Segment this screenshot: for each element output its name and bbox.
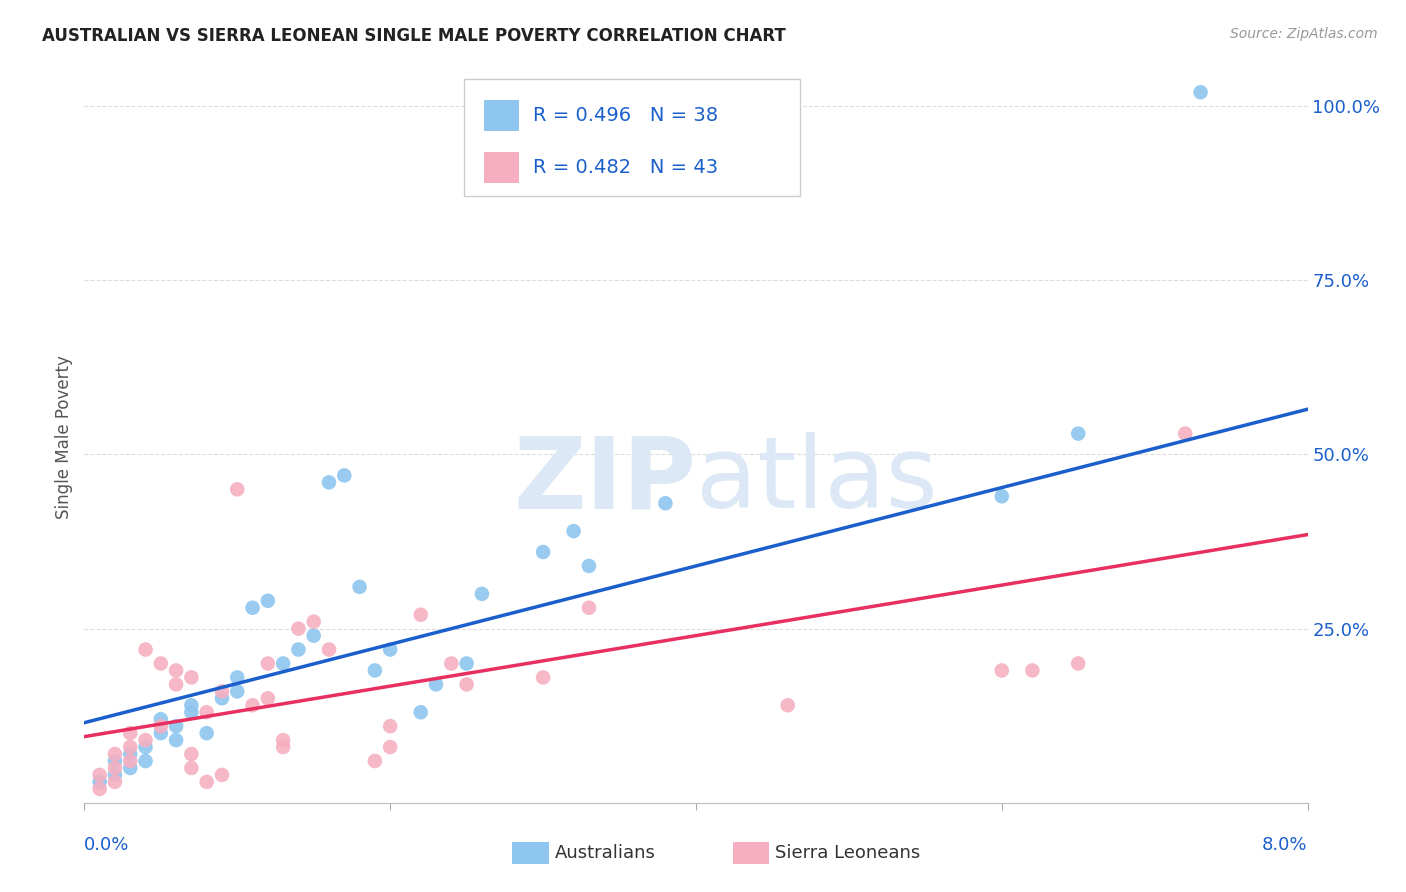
Point: [318, 475, 340, 490]
Point: [409, 705, 432, 719]
Text: Australians: Australians: [555, 844, 657, 862]
Point: [271, 740, 294, 755]
Y-axis label: Single Male Poverty: Single Male Poverty: [55, 355, 73, 519]
Point: [135, 642, 157, 657]
Point: [226, 670, 249, 684]
FancyBboxPatch shape: [484, 152, 519, 183]
Point: [104, 747, 127, 761]
Point: [195, 775, 218, 789]
Point: [456, 677, 478, 691]
Point: [104, 775, 127, 789]
Point: [1021, 664, 1043, 678]
Text: atlas: atlas: [696, 433, 938, 530]
FancyBboxPatch shape: [484, 100, 519, 130]
Point: [226, 483, 249, 497]
Point: [180, 761, 202, 775]
Point: [149, 657, 172, 671]
Point: [349, 580, 371, 594]
Point: [456, 657, 478, 671]
Point: [149, 712, 172, 726]
Point: [120, 726, 142, 740]
Point: [89, 781, 111, 796]
Point: [135, 754, 157, 768]
Point: [578, 600, 600, 615]
Point: [104, 754, 127, 768]
Point: [471, 587, 494, 601]
Point: [195, 726, 218, 740]
Point: [180, 747, 202, 761]
Point: [165, 733, 187, 747]
Point: [149, 726, 172, 740]
Point: [120, 754, 142, 768]
Point: [380, 719, 402, 733]
Text: R = 0.496   N = 38: R = 0.496 N = 38: [533, 106, 718, 125]
Point: [1174, 426, 1197, 441]
Point: [180, 698, 202, 713]
Point: [1067, 657, 1090, 671]
Point: [287, 622, 309, 636]
Point: [654, 496, 676, 510]
Point: [1067, 426, 1090, 441]
Text: R = 0.482   N = 43: R = 0.482 N = 43: [533, 158, 718, 177]
Text: ZIP: ZIP: [513, 433, 696, 530]
Point: [333, 468, 356, 483]
Text: Source: ZipAtlas.com: Source: ZipAtlas.com: [1230, 27, 1378, 41]
Point: [180, 705, 202, 719]
FancyBboxPatch shape: [733, 841, 769, 863]
Point: [195, 705, 218, 719]
Point: [562, 524, 585, 538]
Point: [120, 740, 142, 755]
Point: [211, 768, 233, 782]
Point: [578, 558, 600, 573]
FancyBboxPatch shape: [464, 78, 800, 195]
Point: [149, 719, 172, 733]
FancyBboxPatch shape: [512, 841, 550, 863]
Point: [120, 761, 142, 775]
Point: [257, 657, 280, 671]
Point: [257, 594, 280, 608]
Text: 8.0%: 8.0%: [1263, 837, 1308, 855]
Point: [89, 775, 111, 789]
Point: [135, 733, 157, 747]
Point: [440, 657, 463, 671]
Point: [165, 719, 187, 733]
Point: [211, 691, 233, 706]
Point: [211, 684, 233, 698]
Point: [180, 670, 202, 684]
Point: [776, 698, 799, 713]
Point: [104, 761, 127, 775]
Point: [990, 489, 1012, 503]
Point: [364, 664, 387, 678]
Point: [135, 740, 157, 755]
Point: [257, 691, 280, 706]
Point: [104, 768, 127, 782]
Point: [409, 607, 432, 622]
Point: [1189, 85, 1212, 99]
Point: [380, 642, 402, 657]
Point: [364, 754, 387, 768]
Text: 0.0%: 0.0%: [84, 837, 129, 855]
Point: [380, 740, 402, 755]
Text: Sierra Leoneans: Sierra Leoneans: [776, 844, 921, 862]
Point: [89, 768, 111, 782]
Point: [990, 664, 1012, 678]
Point: [271, 733, 294, 747]
Point: [226, 684, 249, 698]
Point: [531, 545, 554, 559]
Point: [302, 629, 325, 643]
Point: [287, 642, 309, 657]
Point: [120, 747, 142, 761]
Point: [242, 698, 264, 713]
Point: [271, 657, 294, 671]
Point: [318, 642, 340, 657]
Point: [302, 615, 325, 629]
Text: AUSTRALIAN VS SIERRA LEONEAN SINGLE MALE POVERTY CORRELATION CHART: AUSTRALIAN VS SIERRA LEONEAN SINGLE MALE…: [42, 27, 786, 45]
Point: [165, 677, 187, 691]
Point: [242, 600, 264, 615]
Point: [425, 677, 447, 691]
Point: [165, 664, 187, 678]
Point: [531, 670, 554, 684]
